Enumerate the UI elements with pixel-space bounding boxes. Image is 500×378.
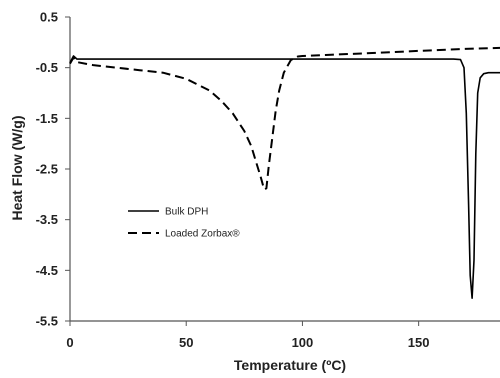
- series-lines: [69, 46, 500, 299]
- y-tick-label: 0.5: [40, 10, 58, 25]
- y-tick-label: -1.5: [36, 111, 58, 126]
- y-tick-label: -3.5: [36, 212, 58, 227]
- tick-labels: 0.5 -0.5 -1.5 -2.5 -3.5 -4.5 -5.5 0 50 100 150: [36, 10, 430, 351]
- legend: Bulk DPH Loaded Zorbax®: [128, 207, 240, 240]
- x-axis-title: Temperature (ºC): [234, 357, 346, 373]
- y-tick-label: -2.5: [36, 162, 58, 177]
- series-line-1: [69, 55, 500, 299]
- y-tick-label: -0.5: [36, 60, 58, 75]
- x-tick-label: 150: [408, 335, 430, 350]
- axes: [69, 17, 500, 322]
- x-tick-label: 0: [66, 335, 73, 350]
- x-tick-label: 50: [179, 335, 193, 350]
- legend-label-2: Loaded Zorbax®: [165, 229, 240, 240]
- series-line-2: [69, 46, 500, 191]
- y-tick-label: -5.5: [36, 314, 58, 329]
- y-tick-label: -4.5: [36, 263, 58, 278]
- y-axis-title: Heat Flow (W/g): [9, 116, 25, 221]
- legend-label-1: Bulk DPH: [165, 207, 208, 218]
- x-tick-label: 100: [292, 335, 314, 350]
